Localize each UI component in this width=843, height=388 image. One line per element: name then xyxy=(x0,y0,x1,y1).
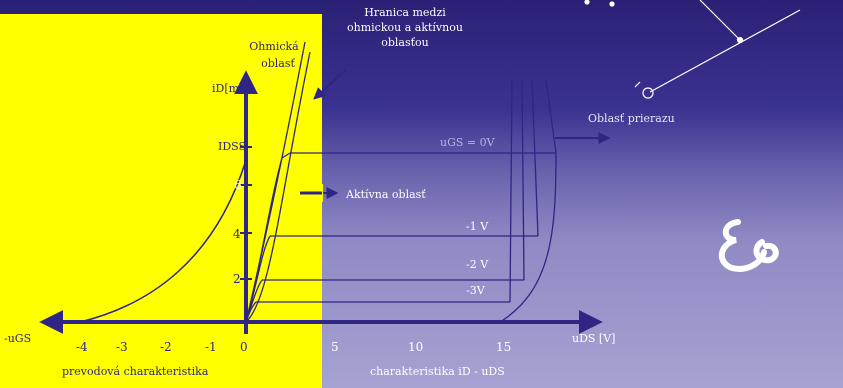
transistor-symbol-icon xyxy=(584,0,801,99)
y-tick-6: 6 xyxy=(234,178,242,192)
boundary-label-2: ohmickou a aktívnou xyxy=(347,21,463,34)
yellow-panel xyxy=(0,14,322,388)
y-axis-label: iD[mA] xyxy=(212,82,251,95)
y-tick-2: 2 xyxy=(233,272,241,286)
output-caption: charakteristika iD - uDS xyxy=(370,365,505,378)
ohmic-label-2: oblasť xyxy=(261,57,295,70)
y-ticks xyxy=(240,146,252,280)
y-tick-idss: IDSS xyxy=(218,140,246,153)
x-tick-minus4: -4 xyxy=(76,340,88,354)
eg-monogram-icon xyxy=(719,219,779,272)
x-tick-minus2: -2 xyxy=(160,340,172,354)
x-tick-minus1: -1 xyxy=(205,340,217,354)
output-curves xyxy=(256,79,557,323)
boundary-label-1: Hranica medzi xyxy=(364,6,446,19)
breakdown-region-label: Oblasť prierazu xyxy=(588,112,675,125)
gs-minus2-label: -2 V xyxy=(466,258,489,271)
gs-zero-label: uGS = 0V xyxy=(440,136,496,149)
axes xyxy=(39,70,603,334)
x-tick-5: 5 xyxy=(331,340,339,354)
annotation-arrows xyxy=(313,69,611,199)
active-region-label: Aktívna oblasť xyxy=(345,188,426,201)
y-tick-4: 4 xyxy=(233,227,241,241)
x-axis-right-label: uDS [V] xyxy=(572,332,615,345)
x-tick-10: 10 xyxy=(408,340,423,354)
ohmic-label-1: Ohmická xyxy=(249,40,299,53)
gs-minus1-label: -1 V xyxy=(466,220,489,233)
transfer-caption: prevodová charakteristika xyxy=(62,365,209,378)
gs-minus3-label: -3V xyxy=(466,284,486,297)
x-axis-left-label: -uGS xyxy=(4,332,31,345)
transfer-curve xyxy=(79,159,247,323)
x-tick-minus3: -3 xyxy=(116,340,128,354)
x-tick-15: 15 xyxy=(496,340,511,354)
x-tick-0: 0 xyxy=(240,340,248,354)
boundary-label-3: oblasťou xyxy=(381,36,429,49)
ohmic-curves xyxy=(245,41,311,323)
